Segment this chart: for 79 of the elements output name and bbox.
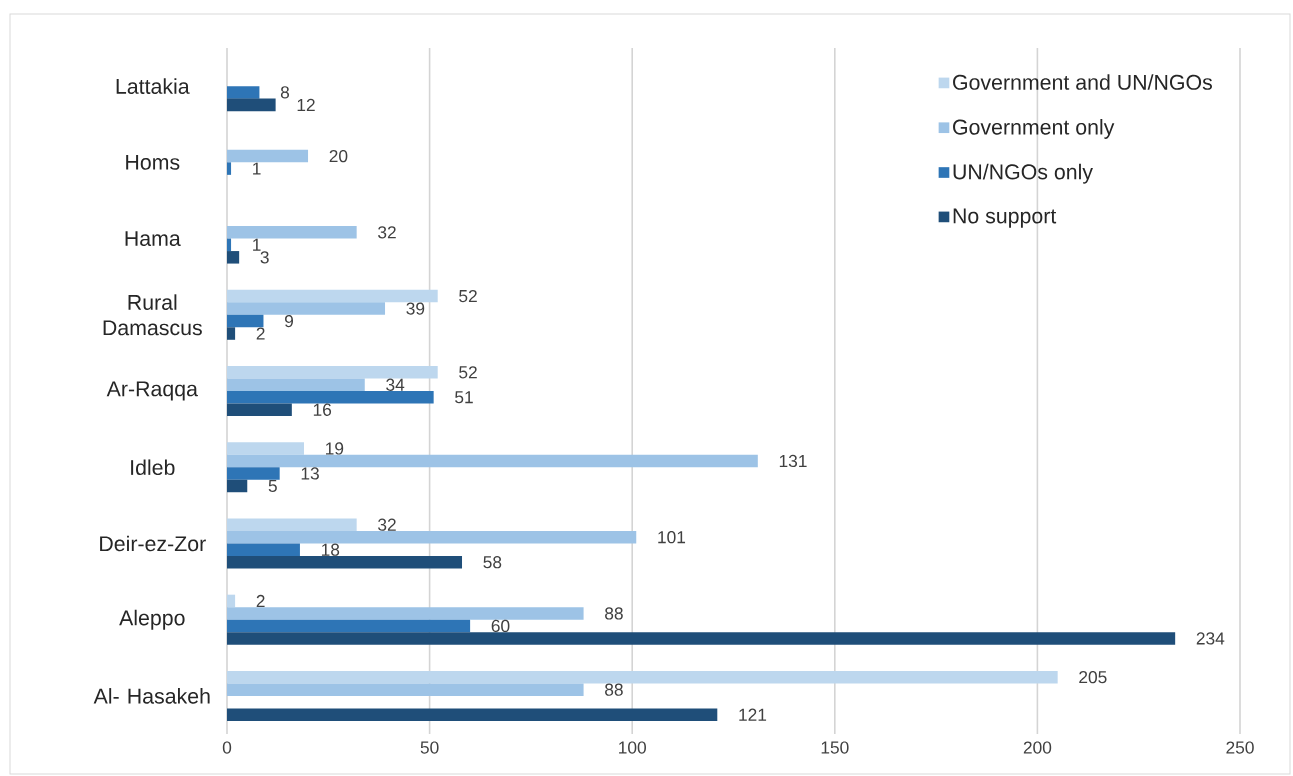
- legend-label: Government and UN/NGOs: [953, 74, 1212, 90]
- x-tick-label: 50: [420, 741, 439, 754]
- bar: [227, 619, 471, 633]
- data-label: 88: [605, 607, 623, 620]
- bar: [227, 518, 357, 531]
- bar: [227, 314, 264, 328]
- y-tick-label: Lattakia: [116, 78, 190, 94]
- y-tick-label: Aleppo: [119, 609, 185, 630]
- bar: [227, 479, 248, 493]
- bar: [227, 149, 309, 163]
- data-label: 32: [378, 226, 396, 239]
- bar: [227, 98, 276, 112]
- bar: [227, 708, 718, 721]
- bar: [227, 467, 280, 480]
- legend-label: No support: [953, 208, 1057, 228]
- data-label: 9: [285, 314, 294, 328]
- bar: [227, 683, 584, 696]
- bar: [227, 366, 438, 379]
- data-label: 3: [260, 251, 269, 264]
- bar: [227, 594, 236, 608]
- data-label: 121: [739, 708, 767, 721]
- data-label: 34: [386, 378, 405, 391]
- bar: [227, 442, 304, 455]
- bar: [227, 391, 434, 404]
- bar: [227, 162, 232, 175]
- data-label: 58: [483, 556, 502, 569]
- x-tick-label: 150: [821, 741, 849, 754]
- data-label: 60: [491, 619, 510, 633]
- legend-label: Government only: [953, 118, 1115, 139]
- y-tick-label: Homs: [126, 154, 180, 170]
- y-tick-label: Deir-ez-Zor: [100, 535, 206, 552]
- bar: [227, 251, 240, 264]
- bar: [227, 86, 260, 99]
- bar: [227, 555, 463, 569]
- data-label: 52: [459, 289, 477, 303]
- data-label: 1: [253, 162, 261, 175]
- data-label: 205: [1079, 671, 1107, 684]
- data-label: 51: [455, 391, 473, 404]
- legend-label: UN/NGOs only: [953, 163, 1093, 184]
- data-label: 16: [313, 403, 332, 416]
- bar: [227, 543, 300, 556]
- data-label: 101: [658, 531, 686, 544]
- data-label: 12: [297, 98, 315, 111]
- bar: [227, 289, 438, 303]
- x-tick-label: 0: [222, 741, 232, 754]
- y-tick-label: Idleb: [131, 459, 175, 476]
- data-label: 2: [256, 327, 265, 340]
- x-tick-label: 200: [1023, 741, 1052, 754]
- bar: [227, 632, 1176, 645]
- data-label: 20: [329, 149, 348, 163]
- bar: [227, 302, 386, 315]
- y-tick-label: Rural Damascus: [103, 294, 202, 336]
- x-tick-label: 250: [1226, 741, 1254, 754]
- bar: [227, 670, 1058, 684]
- bar: [227, 327, 236, 340]
- data-label: 32: [378, 518, 396, 531]
- bar: [227, 403, 292, 417]
- y-tick-label: Ar-Raqqa: [106, 381, 198, 401]
- bar: [227, 530, 637, 544]
- data-label: 88: [605, 683, 623, 696]
- bar: [227, 454, 758, 468]
- data-label: 131: [779, 454, 807, 468]
- y-tick-label: Hama: [125, 231, 181, 247]
- data-label: 19: [326, 442, 344, 455]
- data-label: 13: [301, 467, 319, 480]
- y-tick-label: Al- Hasakeh: [93, 688, 210, 704]
- bar: [227, 607, 584, 620]
- bar: [227, 238, 232, 252]
- x-tick-label: 100: [619, 741, 646, 754]
- data-label: 234: [1196, 632, 1225, 645]
- data-label: 39: [406, 302, 425, 315]
- data-label: 2: [256, 594, 265, 607]
- data-label: 18: [321, 543, 340, 556]
- data-label: 5: [268, 479, 277, 493]
- data-label: 52: [459, 366, 477, 379]
- data-label: 8: [280, 86, 290, 99]
- bar: [227, 378, 365, 392]
- bar: [227, 226, 357, 239]
- data-label: 1: [253, 238, 261, 251]
